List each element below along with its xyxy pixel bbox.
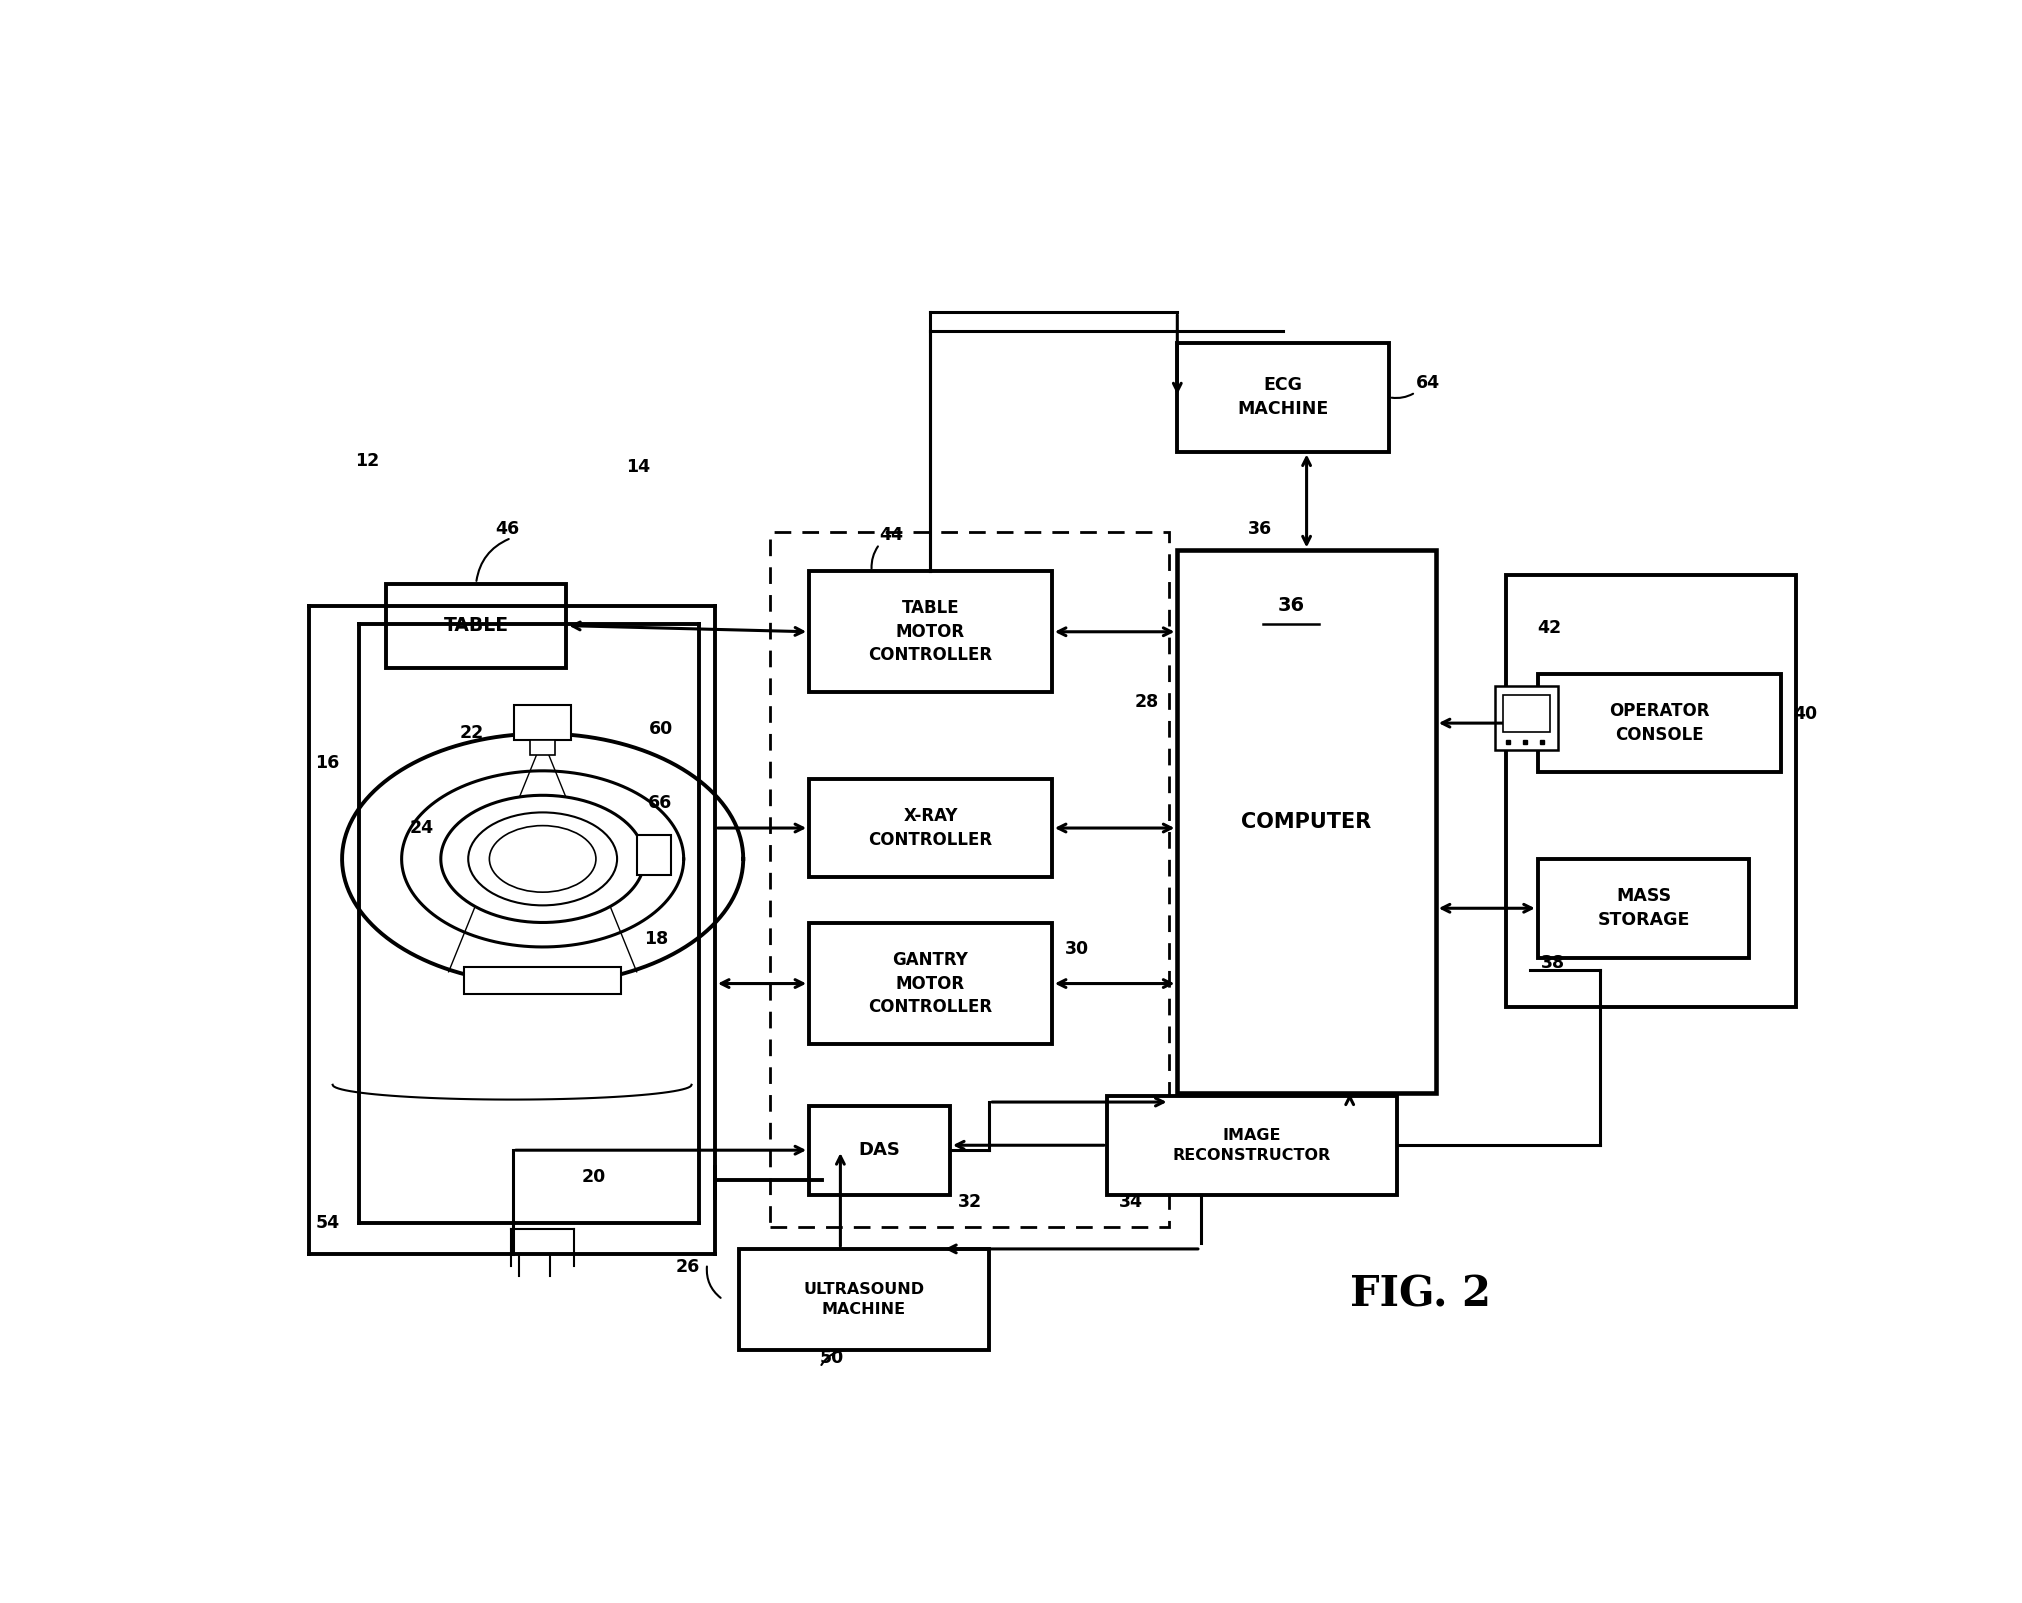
Bar (530, 741, 556, 755)
Text: 36: 36 (1278, 596, 1304, 616)
Text: 66: 66 (647, 793, 671, 813)
Text: 30: 30 (1064, 939, 1088, 957)
Text: 34: 34 (1120, 1193, 1142, 1210)
Bar (637, 835, 671, 875)
Ellipse shape (469, 813, 617, 906)
Text: 54: 54 (315, 1213, 340, 1231)
Polygon shape (441, 795, 645, 922)
Bar (1177, 550, 1436, 1093)
Text: 44: 44 (880, 526, 904, 543)
Bar (809, 1106, 950, 1194)
Text: 64: 64 (1415, 375, 1440, 393)
Text: MASS
STORAGE: MASS STORAGE (1597, 888, 1690, 930)
Bar (809, 571, 1051, 692)
Text: X-RAY
CONTROLLER: X-RAY CONTROLLER (867, 808, 993, 850)
Text: 16: 16 (315, 755, 340, 773)
Text: IMAGE
RECONSTRUCTOR: IMAGE RECONSTRUCTOR (1173, 1129, 1330, 1162)
Polygon shape (402, 771, 683, 947)
Bar (1177, 343, 1389, 452)
Ellipse shape (489, 826, 596, 893)
Text: 18: 18 (645, 930, 669, 947)
Text: 14: 14 (625, 458, 649, 476)
Text: 28: 28 (1134, 692, 1159, 710)
Text: 36: 36 (1248, 519, 1272, 539)
Bar (1537, 673, 1781, 773)
Text: COMPUTER: COMPUTER (1242, 811, 1371, 832)
Text: GANTRY
MOTOR
CONTROLLER: GANTRY MOTOR CONTROLLER (867, 951, 993, 1016)
Bar (770, 532, 1169, 1226)
Text: 20: 20 (582, 1169, 607, 1186)
Text: FIG. 2: FIG. 2 (1351, 1273, 1490, 1316)
Text: 46: 46 (495, 519, 520, 539)
Bar (1537, 859, 1749, 957)
Text: TABLE
MOTOR
CONTROLLER: TABLE MOTOR CONTROLLER (867, 600, 993, 664)
Bar (809, 779, 1051, 877)
Bar (1496, 686, 1559, 750)
Text: 26: 26 (675, 1258, 700, 1276)
Polygon shape (342, 734, 744, 984)
Text: 22: 22 (459, 723, 483, 742)
Text: 32: 32 (958, 1193, 983, 1210)
Text: 60: 60 (649, 720, 673, 737)
Bar (386, 583, 566, 667)
Bar (1502, 694, 1551, 731)
Bar (1106, 1096, 1397, 1194)
Bar (809, 923, 1051, 1044)
Text: 38: 38 (1541, 954, 1565, 973)
Text: DAS: DAS (859, 1141, 900, 1159)
Text: 42: 42 (1537, 619, 1561, 636)
Text: 24: 24 (408, 819, 433, 837)
Bar (1506, 575, 1796, 1007)
Text: ULTRASOUND
MACHINE: ULTRASOUND MACHINE (803, 1282, 924, 1318)
Bar (465, 967, 621, 994)
Bar (738, 1249, 989, 1350)
Text: ECG
MACHINE: ECG MACHINE (1237, 377, 1328, 418)
Text: TABLE: TABLE (443, 616, 510, 635)
Text: 40: 40 (1794, 705, 1818, 723)
Text: 12: 12 (354, 452, 378, 470)
Text: OPERATOR
CONSOLE: OPERATOR CONSOLE (1610, 702, 1709, 744)
Text: 50: 50 (821, 1350, 845, 1367)
Bar (514, 705, 570, 741)
